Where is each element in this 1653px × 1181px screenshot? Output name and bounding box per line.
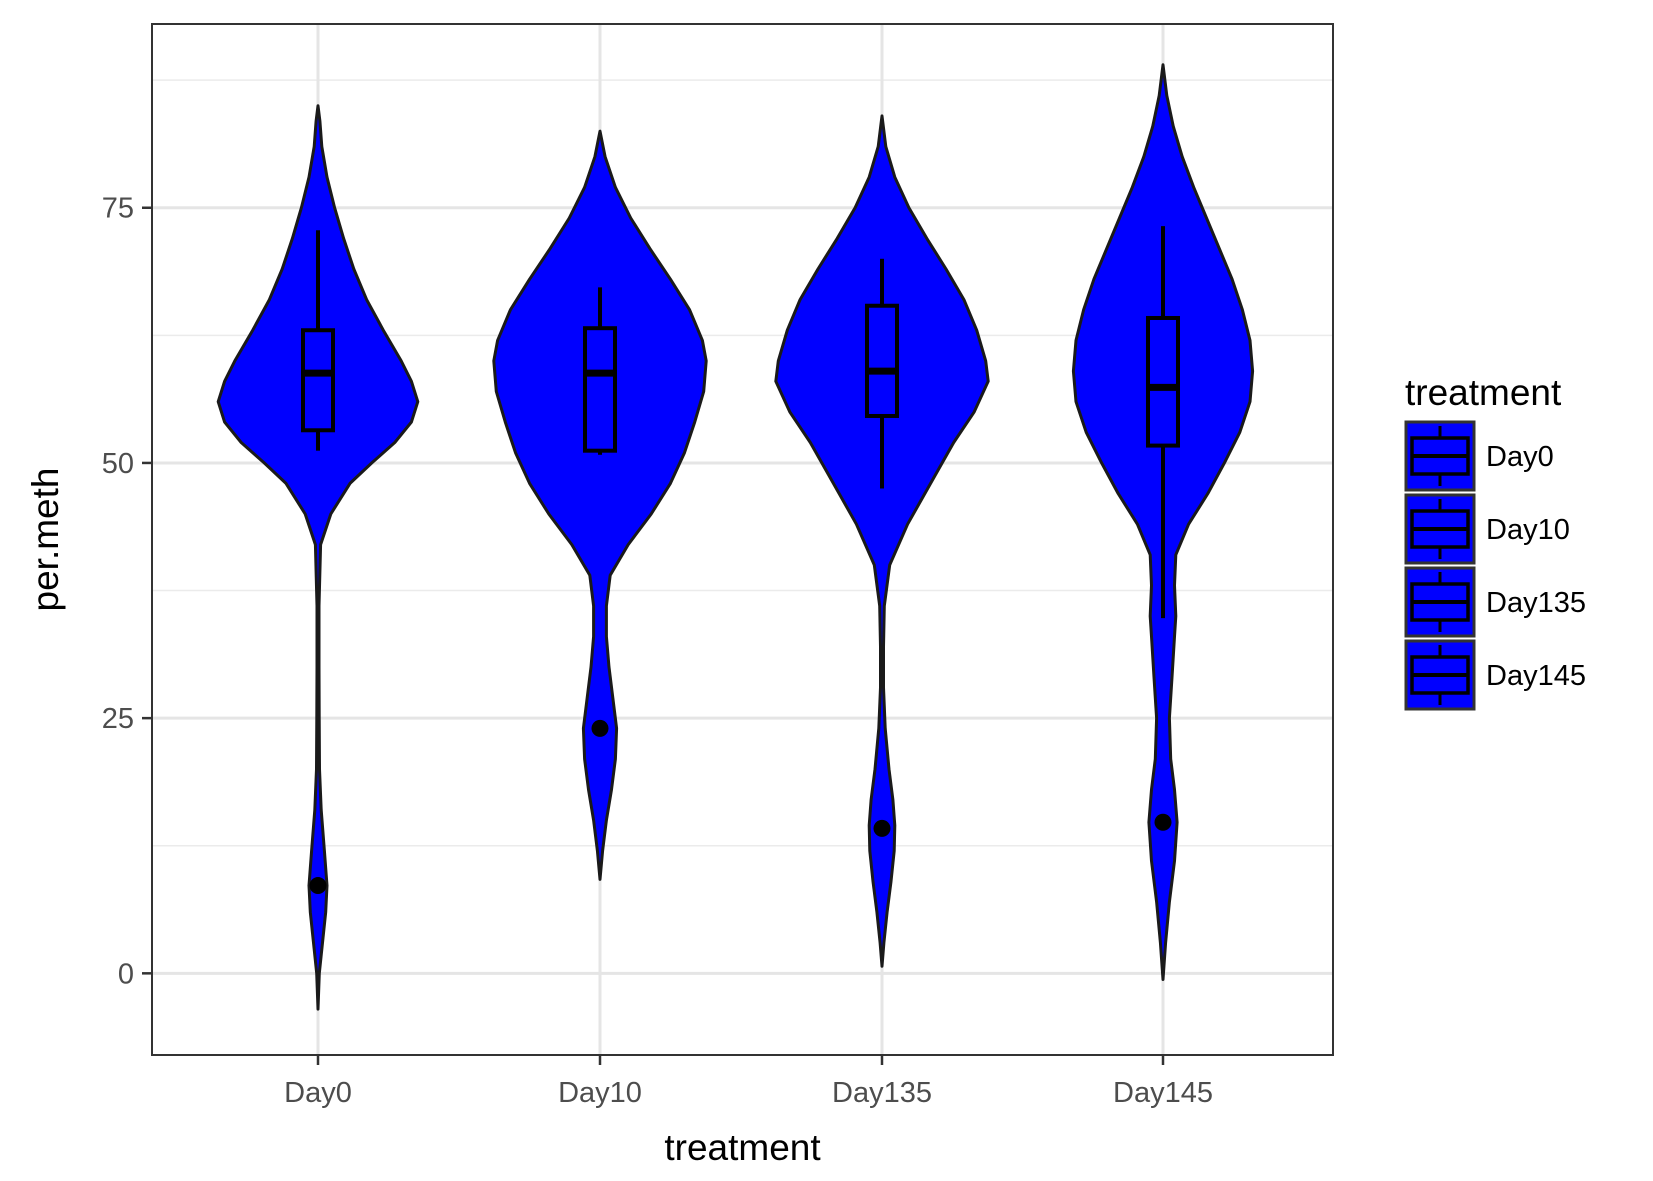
x-axis-title: treatment bbox=[664, 1127, 821, 1168]
legend-title: treatment bbox=[1405, 372, 1562, 413]
violin-shape bbox=[774, 114, 990, 968]
x-tick-label: Day135 bbox=[832, 1077, 932, 1109]
x-tick-label: Day145 bbox=[1113, 1077, 1213, 1109]
legend-key-day135: Day135 bbox=[1404, 566, 1586, 638]
box bbox=[865, 303, 899, 418]
legend-key-day0: Day0 bbox=[1404, 420, 1554, 492]
legend-label: Day0 bbox=[1486, 441, 1554, 473]
y-tick-label: 25 bbox=[102, 703, 134, 735]
plot-panel bbox=[151, 23, 1334, 1056]
violin-group-day10 bbox=[492, 129, 708, 881]
outlier-point bbox=[591, 719, 609, 737]
outlier-point bbox=[309, 877, 327, 895]
y-axis-title: per.meth bbox=[25, 468, 66, 612]
y-tick-label: 75 bbox=[102, 193, 134, 225]
violin-shape bbox=[216, 104, 420, 1011]
legend-label: Day10 bbox=[1486, 514, 1570, 546]
y-tick-label: 0 bbox=[118, 958, 134, 990]
x-tick-label: Day0 bbox=[284, 1077, 352, 1109]
box bbox=[301, 328, 335, 433]
x-tick-label: Day10 bbox=[558, 1077, 642, 1109]
y-axis: 0 25 50 75 bbox=[102, 193, 152, 990]
violin-group-day0 bbox=[216, 104, 420, 1011]
outlier-point bbox=[1154, 813, 1172, 831]
panel-border bbox=[151, 23, 1334, 1056]
legend-label: Day145 bbox=[1486, 660, 1586, 692]
legend: treatment Day0 Day10 Day135 Day145 bbox=[1404, 372, 1586, 711]
box bbox=[1146, 315, 1180, 448]
violin-group-day135 bbox=[774, 114, 990, 968]
violin-shape bbox=[492, 129, 708, 881]
violin-group-day145 bbox=[1071, 63, 1255, 981]
legend-key-day10: Day10 bbox=[1404, 493, 1570, 565]
outlier-point bbox=[873, 819, 891, 837]
x-axis: Day0 Day10 Day135 Day145 bbox=[284, 1055, 1213, 1109]
box bbox=[583, 326, 617, 453]
legend-label: Day135 bbox=[1486, 587, 1586, 619]
y-tick-label: 50 bbox=[102, 448, 134, 480]
legend-key-day145: Day145 bbox=[1404, 639, 1586, 711]
